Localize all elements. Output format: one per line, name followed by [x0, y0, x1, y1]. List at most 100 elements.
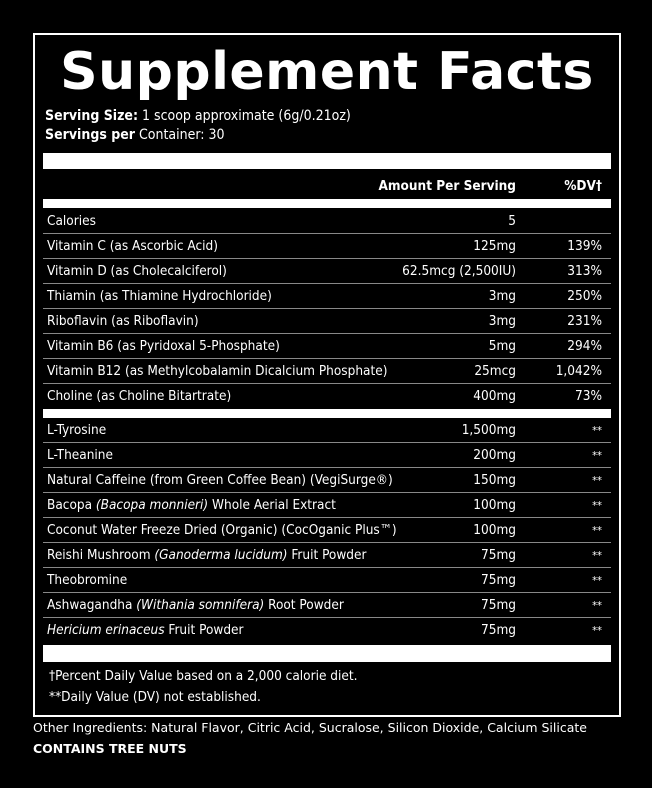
amount: 100mg — [473, 522, 516, 538]
daily-value: ** — [592, 524, 602, 537]
daily-value: 139% — [567, 238, 602, 254]
servings-per-container: Servings per Container: 30 — [45, 126, 225, 144]
table-row: L-Theanine 200mg ** — [43, 443, 611, 468]
table-row: Riboflavin (as Riboflavin) 3mg 231% — [43, 309, 611, 334]
divider-bar — [43, 645, 611, 662]
divider-bar — [43, 409, 611, 418]
amount: 1,500mg — [461, 422, 516, 438]
table-row: Coconut Water Freeze Dried (Organic) (Co… — [43, 518, 611, 543]
table-row: Vitamin C (as Ascorbic Acid) 125mg 139% — [43, 234, 611, 259]
daily-value: ** — [592, 549, 602, 562]
nutrient-name: Thiamin (as Thiamine Hydrochloride) — [47, 288, 272, 304]
ingredient-name: Reishi Mushroom (Ganoderma lucidum) Frui… — [47, 543, 366, 568]
amount: 400mg — [473, 388, 516, 404]
ingredient-name: Hericium erinaceus Fruit Powder — [47, 618, 244, 643]
daily-value: 1,042% — [555, 363, 602, 379]
serving-size: Serving Size: 1 scoop approximate (6g/0.… — [45, 107, 351, 125]
daily-value: 294% — [567, 338, 602, 354]
ingredient-name: L-Theanine — [47, 443, 113, 468]
name-part: Bacopa — [47, 497, 96, 513]
amount: 62.5mcg (2,500IU) — [402, 263, 516, 279]
serving-size-label: Serving Size: — [45, 108, 139, 124]
table-row: Theobromine 75mg ** — [43, 568, 611, 593]
dv-header: %DV† — [564, 178, 602, 194]
amount: 125mg — [473, 238, 516, 254]
panel-title: Supplement Facts — [60, 42, 594, 102]
daily-value: ** — [592, 624, 602, 637]
serving-size-value: 1 scoop approximate (6g/0.21oz) — [138, 108, 351, 124]
name-part: L-Tyrosine — [47, 422, 107, 438]
amount: 75mg — [481, 572, 516, 588]
amount: 75mg — [481, 597, 516, 613]
amount: 5mg — [488, 338, 516, 354]
allergen-warning: CONTAINS TREE NUTS — [33, 741, 187, 756]
name-part: Fruit Powder — [287, 547, 367, 563]
daily-value: ** — [592, 449, 602, 462]
amount: 200mg — [473, 447, 516, 463]
nutrient-name: Vitamin B12 (as Methylcobalamin Dicalciu… — [47, 363, 388, 379]
divider-bar — [43, 199, 611, 208]
name-part: L-Theanine — [47, 447, 113, 463]
other-ingredients-text: Other Ingredients: Natural Flavor, Citri… — [33, 720, 587, 735]
ingredient-name: Theobromine — [47, 568, 127, 593]
ingredient-name: Natural Caffeine (from Green Coffee Bean… — [47, 468, 393, 493]
nutrient-name: Vitamin B6 (as Pyridoxal 5-Phosphate) — [47, 338, 280, 354]
name-part: Natural Caffeine (from Green Coffee Bean… — [47, 472, 393, 488]
daily-value: 231% — [567, 313, 602, 329]
table-row: Hericium erinaceus Fruit Powder 75mg ** — [43, 618, 611, 643]
amount: 25mcg — [474, 363, 516, 379]
daily-value: 250% — [567, 288, 602, 304]
name-part: Fruit Powder — [164, 622, 244, 638]
other-ingredients: Other Ingredients: Natural Flavor, Citri… — [33, 717, 593, 759]
vitamins-section: Calories 5 Vitamin C (as Ascorbic Acid) 125… — [43, 209, 611, 409]
ingredient-name: Ashwagandha (Withania somnifera) Root Po… — [47, 593, 344, 618]
table-row: L-Tyrosine 1,500mg ** — [43, 418, 611, 443]
daily-value: ** — [592, 474, 602, 487]
daily-value: 313% — [567, 263, 602, 279]
name-part: Reishi Mushroom — [47, 547, 155, 563]
name-part: Coconut Water Freeze Dried (Organic) (Co… — [47, 522, 397, 538]
nutrient-name: Vitamin C (as Ascorbic Acid) — [47, 238, 218, 254]
nutrient-name: Riboflavin (as Riboflavin) — [47, 313, 199, 329]
ingredient-name: L-Tyrosine — [47, 418, 106, 443]
nutrient-name: Vitamin D (as Cholecalciferol) — [47, 263, 227, 279]
table-row: Choline (as Choline Bitartrate) 400mg 73% — [43, 384, 611, 409]
amount-header: Amount Per Serving — [378, 178, 517, 194]
nutrient-name: Calories — [47, 213, 96, 229]
footnote-dv: †Percent Daily Value based on a 2,000 ca… — [49, 668, 358, 684]
table-row: Vitamin B12 (as Methylcobalamin Dicalciu… — [43, 359, 611, 384]
amount: 3mg — [488, 313, 516, 329]
daily-value: ** — [592, 424, 602, 437]
amount: 150mg — [473, 472, 516, 488]
amount: 75mg — [481, 547, 516, 563]
table-row: Natural Caffeine (from Green Coffee Bean… — [43, 468, 611, 493]
daily-value: ** — [592, 499, 602, 512]
table-row: Thiamin (as Thiamine Hydrochloride) 3mg 25… — [43, 284, 611, 309]
name-italic-part: Hericium erinaceus — [47, 622, 165, 638]
name-italic-part: (Ganoderma lucidum) — [154, 547, 288, 563]
table-row: Calories 5 — [43, 209, 611, 234]
supplement-facts-panel: Supplement Facts Serving Size: 1 scoop a… — [33, 33, 621, 717]
table-row: Ashwagandha (Withania somnifera) Root Po… — [43, 593, 611, 618]
name-part: Whole Aerial Extract — [208, 497, 336, 513]
name-part: Root Powder — [264, 597, 344, 613]
name-italic-part: (Bacopa monnieri) — [95, 497, 209, 513]
servings-per-value: Container: 30 — [135, 127, 225, 143]
name-part: Theobromine — [47, 572, 128, 588]
footnote-not-established: **Daily Value (DV) not established. — [49, 689, 261, 705]
table-row: Vitamin D (as Cholecalciferol) 62.5mcg (2… — [43, 259, 611, 284]
name-part: Ashwagandha — [47, 597, 137, 613]
table-row: Vitamin B6 (as Pyridoxal 5-Phosphate) 5mg… — [43, 334, 611, 359]
amount: 3mg — [488, 288, 516, 304]
amount: 5 — [508, 213, 516, 229]
divider-bar — [43, 153, 611, 169]
name-italic-part: (Withania somnifera) — [136, 597, 265, 613]
amount: 100mg — [473, 497, 516, 513]
amount: 75mg — [481, 622, 516, 638]
column-header: Amount Per Serving %DV† — [43, 175, 611, 199]
table-row: Reishi Mushroom (Ganoderma lucidum) Frui… — [43, 543, 611, 568]
daily-value: ** — [592, 599, 602, 612]
ingredients-section: L-Tyrosine 1,500mg ** L-Theanine 200mg ** Natu… — [43, 418, 611, 643]
ingredient-name: Coconut Water Freeze Dried (Organic) (Co… — [47, 518, 397, 543]
ingredient-name: Bacopa (Bacopa monnieri) Whole Aerial Ex… — [47, 493, 336, 518]
